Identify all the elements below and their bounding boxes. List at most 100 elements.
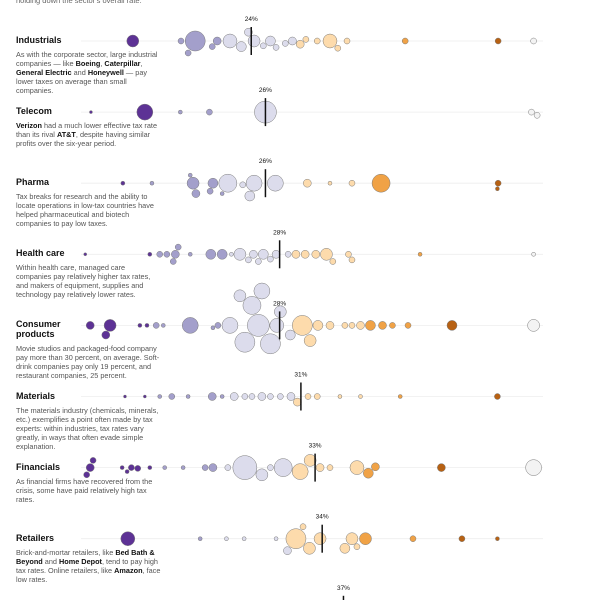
company-bubble [267,464,274,471]
company-bubble [295,39,305,49]
company-bubble [249,250,258,259]
median-label: 37% [337,585,350,592]
company-bubble [286,392,296,401]
company-bubble [533,112,541,119]
description-text: and [71,68,88,77]
company-bubble [303,454,317,467]
company-bubble [322,33,338,49]
sector-description: Tax breaks for research and the ability … [16,192,161,228]
company-bubble [205,249,217,260]
company-bubble [206,108,213,116]
company-bubble [437,463,446,472]
company-bubble [248,393,256,400]
sector-description: Within health care, managed care compani… [16,263,161,299]
company-bubble [85,463,95,472]
sector-name: Financials [16,461,61,472]
company-bubble [325,321,335,330]
description-text: Bed Bath & Beyond [16,547,155,566]
sector-name: Telecom [16,106,52,117]
company-bubble [345,251,352,258]
sector-description: Movie studios and packaged-food company … [16,344,161,380]
company-bubble [258,249,269,260]
company-bubble [83,471,90,479]
company-bubble [311,250,321,259]
sector-text: Financials As financial firms have recove… [16,462,166,504]
description-text: and [42,556,59,566]
description-text: , tend to pay high tax rates. Online ret… [16,556,158,575]
company-bubble [207,177,219,189]
company-bubble [265,35,276,47]
company-bubble [239,181,246,189]
company-bubble [397,394,403,399]
company-bubble [206,187,214,195]
company-bubble [337,394,343,399]
company-bubble [136,103,154,121]
company-bubble [272,44,280,51]
company-bubble [446,320,458,331]
company-bubble [124,469,130,474]
median-label: 26% [259,87,272,94]
company-bubble [349,460,365,475]
company-bubble [348,179,356,187]
description-text: Amazon [114,565,143,575]
company-bubble [178,109,183,115]
company-bubble [219,191,225,196]
sector-text: Consumer products Movie studios and packa… [16,319,166,380]
company-bubble [161,323,166,328]
description-text: , [100,59,105,68]
company-bubble [260,42,267,50]
company-bubble [348,256,356,264]
bubbles [120,523,500,555]
company-bubble [341,322,349,329]
sector-name: Consumer products [16,319,61,340]
company-bubble [277,393,284,400]
company-bubble [283,546,292,555]
company-bubble [208,43,216,50]
company-bubble [260,333,281,355]
sector-description: As financial firms have recovered from t… [16,477,161,504]
company-bubble [255,468,269,482]
company-bubble [134,465,141,472]
company-bubble [147,465,153,470]
bubbles [89,100,541,124]
company-bubble [244,27,253,37]
company-bubble [156,251,163,258]
company-bubble [184,49,192,57]
company-bubble [120,531,136,546]
bubbles [83,243,536,265]
company-bubble [216,249,228,260]
company-bubble [285,329,296,341]
company-bubble [531,252,536,257]
company-bubble [320,248,333,261]
company-bubble [348,322,356,329]
company-bubble [371,462,380,472]
intro-text: holding down the sector's overall rate. [16,0,142,5]
company-bubble [83,252,88,257]
company-bubble [212,36,222,46]
description-text: — pay lower taxes on average than small … [16,68,148,95]
company-bubble [229,252,234,257]
company-bubble [222,33,238,49]
sector-name: Industrials [16,35,62,45]
company-bubble [187,252,193,257]
median-label: 26% [259,158,272,165]
company-bubble [181,317,199,334]
company-bubble [378,321,387,330]
sector-name: Materials [16,390,56,401]
company-bubble [201,464,209,471]
company-bubble [180,465,186,470]
company-bubble [291,250,301,259]
company-bubble [163,251,171,258]
description-text: Caterpillar [104,59,141,68]
company-bubble [169,258,177,265]
company-bubble [191,189,201,198]
company-bubble [232,455,258,480]
company-bubble [242,296,262,315]
company-bubble [313,532,327,545]
company-bubble [356,321,365,330]
company-bubble [334,44,342,52]
company-bubble [247,34,261,48]
company-bubble [208,463,218,472]
sector-text: Health care Within health care, managed c… [16,248,166,299]
sector-text: Pharma Tax breaks for research and the ab… [16,177,166,228]
